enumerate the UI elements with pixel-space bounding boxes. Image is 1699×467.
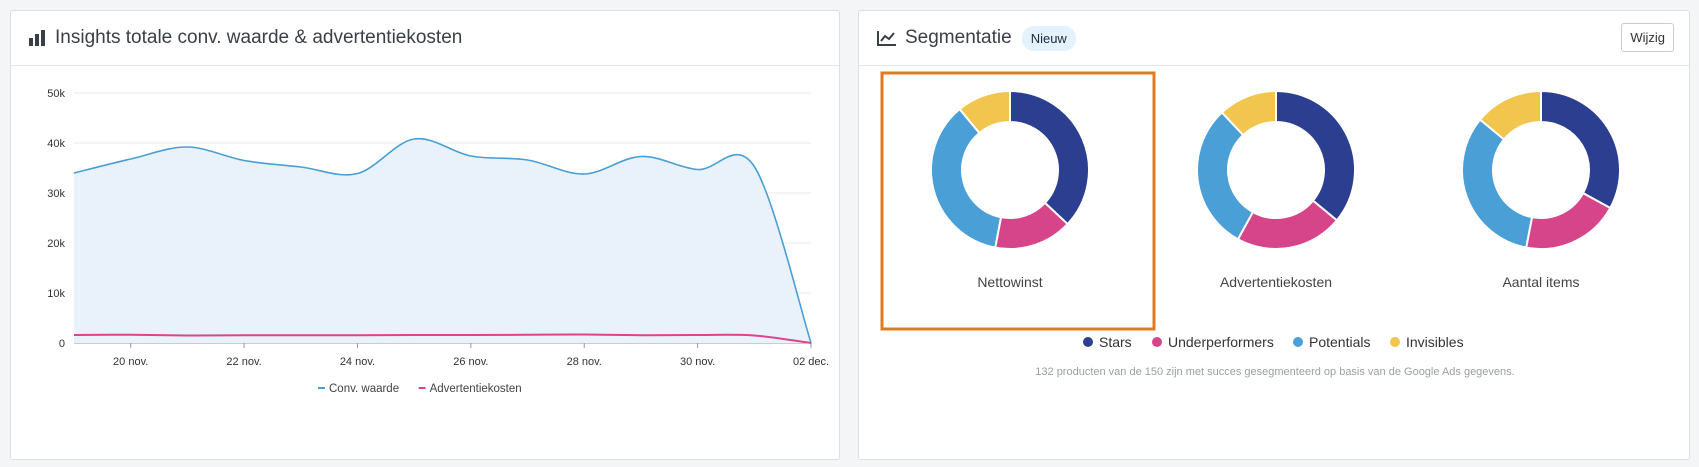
legend-label: Invisibles — [1406, 334, 1464, 350]
x-tick-label: 20 nov. — [113, 356, 148, 368]
legend-label: Advertentiekosten — [430, 383, 522, 395]
y-tick-label: 10k — [47, 288, 65, 300]
y-tick-label: 50k — [47, 88, 65, 100]
legend-dot — [1293, 337, 1303, 347]
donut-slice — [958, 89, 1011, 135]
x-tick-label: 26 nov. — [453, 356, 488, 368]
x-tick-label: 22 nov. — [226, 356, 261, 368]
donut-slice — [1009, 89, 1090, 226]
bar-chart-icon — [29, 30, 45, 46]
donut-slice — [1275, 89, 1356, 222]
donut-slice — [930, 107, 1003, 249]
edit-button[interactable]: Wijzig — [1621, 23, 1674, 52]
series-line — [73, 333, 812, 344]
donut-slice — [1196, 110, 1255, 241]
donut-slice — [1478, 89, 1542, 141]
insights-title: Insights totale conv. waarde & advertent… — [55, 27, 463, 48]
x-tick-label: 30 nov. — [680, 356, 715, 368]
segmentatie-header: Segmentatie Nieuw Wijzig — [859, 11, 1689, 66]
segmentatie-title: Segmentatie — [905, 27, 1012, 48]
donut-label: Advertentiekosten — [1220, 274, 1332, 290]
segmentatie-chart: Nettowinst Advertentiekosten Aantal items S… — [880, 71, 1621, 378]
y-tick-label: 20k — [47, 238, 65, 250]
donut-slice — [1220, 89, 1277, 137]
series-line — [73, 137, 812, 344]
donut-label: Nettowinst — [977, 274, 1042, 290]
insights-chart: 0 10k 20k 30k 40k 50k 20 nov. 22 nov. 24 nov. 26 … — [47, 88, 829, 395]
y-tick-label: 40k — [47, 138, 65, 150]
line-chart-icon — [877, 31, 896, 46]
y-tick-label: 0 — [59, 338, 65, 350]
legend-label: Underperformers — [1168, 334, 1274, 350]
selected-highlight — [880, 71, 1156, 331]
y-tick-label: 30k — [47, 188, 65, 200]
donut-slice — [1236, 199, 1339, 250]
legend-dot — [1390, 337, 1400, 347]
legend-label: Conv. waarde — [329, 383, 399, 395]
footnote: 132 producten van de 150 zijn met succes… — [1035, 366, 1514, 378]
legend-label: Stars — [1099, 334, 1132, 350]
donut-slice — [1461, 118, 1534, 249]
x-tick-label: 28 nov. — [567, 356, 602, 368]
new-badge: Nieuw — [1021, 25, 1076, 51]
insights-header: Insights totale conv. waarde & advertent… — [11, 11, 839, 66]
legend-label: Potentials — [1309, 334, 1370, 350]
donut-slice — [1525, 191, 1612, 250]
legend-dot — [1083, 337, 1093, 347]
x-tick-label: 24 nov. — [340, 356, 375, 368]
series-area — [74, 138, 811, 343]
x-tick-label: 02 dec. — [793, 356, 829, 368]
segmentatie-card: Segmentatie Nieuw Wijzig Nettowinst Adver… — [858, 10, 1690, 460]
donut-slice — [1540, 89, 1621, 210]
legend-dot — [1152, 337, 1162, 347]
donut-label: Aantal items — [1502, 274, 1579, 290]
insights-card: Insights totale conv. waarde & advertent… — [10, 10, 840, 460]
